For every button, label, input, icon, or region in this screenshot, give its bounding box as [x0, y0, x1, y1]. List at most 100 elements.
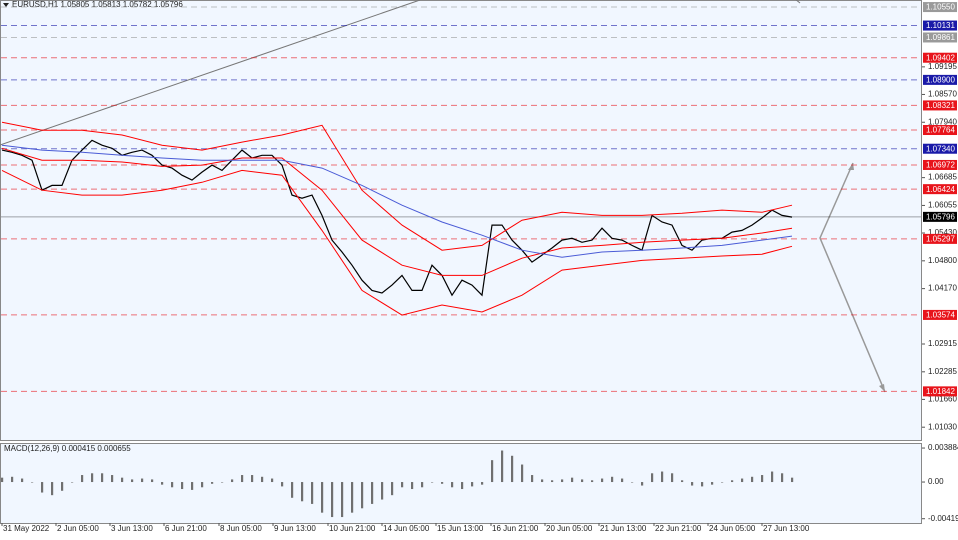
macd-bar	[251, 475, 254, 483]
macd-bar	[581, 479, 584, 483]
macd-bar	[441, 482, 444, 484]
macd-title: MACD(12,26,9) 0.000415 0.000655	[4, 444, 131, 453]
y-tick-label: 1.08570	[928, 90, 957, 99]
macd-bar	[11, 476, 14, 483]
macd-bar	[331, 482, 334, 518]
macd-bar	[281, 482, 284, 487]
x-tick-label: 9 Jun 13:00	[274, 524, 316, 533]
macd-bar	[291, 482, 294, 498]
macd-bar	[721, 482, 724, 483]
macd-bar	[121, 477, 124, 483]
y-tick-label: 1.09195	[928, 62, 957, 71]
trend-line	[0, 0, 421, 146]
x-tick-label: 8 Jun 05:00	[220, 524, 262, 533]
macd-bar	[641, 482, 644, 486]
indicator-line	[1, 169, 793, 316]
macd-tick-label: -0.004191	[928, 514, 958, 523]
macd-bar	[141, 478, 144, 483]
level-label-box	[923, 74, 957, 85]
macd-bar	[81, 475, 84, 483]
macd-bar	[651, 473, 654, 483]
macd-tick-label: 0.003884	[928, 443, 958, 452]
macd-bar	[621, 478, 624, 483]
level-label: 1.01842	[926, 387, 955, 396]
macd-bar	[661, 471, 664, 483]
macd-bar	[491, 460, 494, 483]
macd-bar	[731, 480, 734, 483]
macd-bar	[91, 473, 94, 483]
x-tick-label: 22 Jun 21:00	[655, 524, 702, 533]
macd-bar	[241, 475, 244, 483]
forecast-arrows	[819, 162, 886, 393]
x-tick-label: 16 Jun 21:00	[492, 524, 539, 533]
macd-bar	[411, 482, 414, 490]
indicator-line	[1, 121, 793, 251]
level-label: 1.07340	[926, 144, 955, 153]
level-label-box	[923, 100, 957, 111]
macd-bar	[431, 482, 434, 483]
macd-tick-label: 0.00	[928, 477, 944, 486]
x-tick-label: 14 Jun 05:00	[383, 524, 430, 533]
macd-bar	[21, 478, 24, 483]
macd-bar	[151, 479, 154, 483]
macd-bar	[381, 482, 384, 500]
macd-bar	[341, 482, 344, 518]
macd-bar	[501, 450, 504, 483]
macd-bar	[451, 482, 454, 488]
level-label-box	[923, 32, 957, 43]
x-tick-label: 6 Jun 21:00	[165, 524, 207, 533]
indicator-line	[1, 147, 793, 276]
macd-bar	[701, 482, 704, 487]
level-label: 1.06972	[926, 161, 955, 170]
level-label: 1.03574	[926, 311, 955, 320]
macd-bar	[181, 482, 184, 490]
macd-bar	[361, 482, 364, 509]
level-label: 1.08321	[926, 101, 955, 110]
y-tick-label: 1.02915	[928, 339, 957, 348]
macd-bar	[61, 482, 64, 491]
y-tick-label: 1.05430	[928, 228, 957, 237]
macd-bar	[771, 471, 774, 483]
macd-bar	[231, 479, 234, 483]
level-label-box	[923, 211, 957, 222]
y-tick-label: 1.06685	[928, 173, 957, 182]
macd-bar	[781, 473, 784, 483]
y-tick-label: 1.04170	[928, 284, 957, 293]
macd-bar	[171, 482, 174, 488]
level-label-box	[923, 52, 957, 63]
level-label: 1.07764	[926, 126, 955, 135]
level-label-box	[923, 309, 957, 320]
macd-bar	[611, 476, 614, 483]
macd-bar	[51, 482, 54, 496]
level-label: 1.06424	[926, 185, 955, 194]
macd-bar	[791, 477, 794, 483]
level-label: 1.10131	[926, 21, 955, 30]
price-line	[1, 139, 793, 297]
chart-title: EURUSD,H1 1.05805 1.05813 1.05782 1.0579…	[12, 0, 183, 9]
level-label-box	[923, 184, 957, 195]
y-tick-label: 1.01660	[928, 395, 957, 404]
trend-line	[795, 0, 801, 4]
x-tick-label: 3 Jun 13:00	[111, 524, 153, 533]
level-label: 1.09861	[926, 33, 955, 42]
macd-bar	[761, 475, 764, 483]
macd-bar	[211, 482, 214, 484]
macd-bar	[751, 476, 754, 483]
x-tick-label: 2 Jun 05:00	[57, 524, 99, 533]
macd-bar	[221, 482, 224, 483]
macd-bar	[261, 476, 264, 483]
x-tick-label: 20 Jun 05:00	[546, 524, 593, 533]
macd-bar	[41, 482, 44, 493]
collapse-icon	[3, 3, 9, 7]
macd-bar	[311, 482, 314, 504]
x-tick-label: 31 May 2022	[3, 524, 50, 533]
macd-bar	[471, 482, 474, 487]
x-tick-label: 24 Jun 05:00	[709, 524, 756, 533]
level-label-box	[923, 159, 957, 170]
level-label: 1.10550	[926, 3, 955, 12]
macd-bar	[111, 475, 114, 483]
x-tick-label: 21 Jun 13:00	[600, 524, 647, 533]
level-label: 1.09402	[926, 53, 955, 62]
macd-bar	[571, 477, 574, 483]
